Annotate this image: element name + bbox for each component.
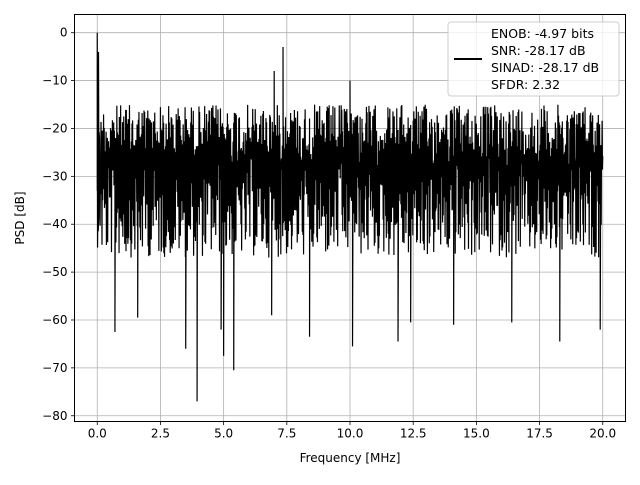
psd-line <box>96 32 604 402</box>
y-tick-label: −10 <box>42 74 67 88</box>
y-tick-label: −20 <box>42 121 67 135</box>
legend-entry: SNR: -28.17 dB <box>491 43 586 58</box>
y-tick-label: −60 <box>42 313 67 327</box>
x-tick-label: 15.0 <box>463 427 490 441</box>
legend-entry: ENOB: -4.97 bits <box>491 26 594 41</box>
y-tick-label: −70 <box>42 361 67 375</box>
y-tick-label: 0 <box>60 26 68 40</box>
x-tick-label: 2.5 <box>151 427 170 441</box>
y-axis-ticks: 0 −10 −20 −30 −40 −50 −60 −70 −80 <box>42 26 75 423</box>
y-tick-label: −50 <box>42 265 67 279</box>
x-axis-label: Frequency [MHz] <box>300 451 401 465</box>
y-tick-label: −30 <box>42 169 67 183</box>
x-tick-label: 5.0 <box>214 427 233 441</box>
x-tick-label: 0.0 <box>88 427 107 441</box>
x-tick-label: 20.0 <box>589 427 616 441</box>
x-tick-label: 12.5 <box>400 427 427 441</box>
legend-entry: SINAD: -28.17 dB <box>491 60 599 75</box>
y-tick-label: −40 <box>42 217 67 231</box>
series-layer <box>96 32 604 402</box>
y-axis-label: PSD [dB] <box>13 191 27 244</box>
x-tick-label: 10.0 <box>337 427 364 441</box>
x-tick-label: 17.5 <box>526 427 553 441</box>
x-axis-ticks: 0.0 2.5 5.0 7.5 10.0 12.5 15.0 17.5 20.0 <box>88 421 616 441</box>
y-tick-label: −80 <box>42 409 67 423</box>
legend: ENOB: -4.97 bits SNR: -28.17 dB SINAD: -… <box>447 21 620 97</box>
legend-box <box>447 21 620 97</box>
legend-entry: SFDR: 2.32 <box>491 77 560 92</box>
x-tick-label: 7.5 <box>277 427 296 441</box>
